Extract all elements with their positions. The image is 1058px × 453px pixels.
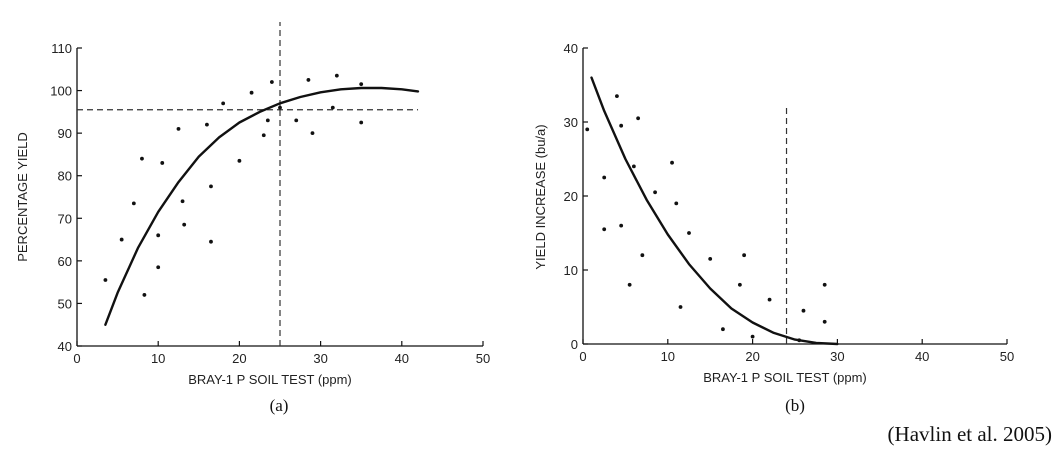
panel-a-data-point [335, 74, 339, 78]
panel-a-data-point [160, 161, 164, 165]
panel-a-x-tick-label: 50 [476, 351, 490, 366]
panel-a-data-point [221, 101, 225, 105]
panel-a-data-point [120, 238, 124, 242]
panel-b-fitted-curve [592, 78, 838, 344]
panel-b-data-point [585, 127, 589, 131]
panel-a-data-point [331, 106, 335, 110]
panel-b-data-point [602, 227, 606, 231]
panel-b-x-tick-label: 30 [830, 349, 844, 364]
panel-b-data-point [823, 320, 827, 324]
panel-b-data-point [687, 231, 691, 235]
panel-b-data-point [640, 253, 644, 257]
panel-a-chart: 0 10 20 30 40 50 40 50 60 70 80 90 100 110 BRAY-1 P SO… [15, 22, 490, 415]
panel-b-y-tick-label: 10 [564, 263, 578, 278]
panel-a-data-point [307, 78, 311, 82]
panel-a-data-point [156, 233, 160, 237]
panel-a-data-point [181, 199, 185, 203]
panel-b-y-tick-label: 30 [564, 115, 578, 130]
panel-b-x-tick-label: 50 [1000, 349, 1014, 364]
panel-b-data-point [823, 283, 827, 287]
panel-b-data-point [751, 335, 755, 339]
panel-a-data-point [262, 133, 266, 137]
panel-a-y-tick-label: 60 [58, 254, 72, 269]
panel-b-data-point [602, 176, 606, 180]
panel-a-x-tick-label: 30 [313, 351, 327, 366]
panel-b-x-tick-label: 20 [745, 349, 759, 364]
panel-a-x-tick-label: 40 [395, 351, 409, 366]
panel-b-data-point [802, 309, 806, 313]
panel-a-x-tick-label: 0 [73, 351, 80, 366]
panel-b-data-point [679, 305, 683, 309]
panel-a-y-tick-label: 90 [58, 126, 72, 141]
panel-b-data-point [742, 253, 746, 257]
panel-b-x-axis-title: BRAY-1 P SOIL TEST (ppm) [703, 370, 867, 385]
panel-a-data-point [132, 201, 136, 205]
panel-a-x-axis-title: BRAY-1 P SOIL TEST (ppm) [188, 372, 352, 387]
panel-a-y-tick-label: 80 [58, 169, 72, 184]
panel-a-x-tick-label: 10 [151, 351, 165, 366]
panel-b-x-tick-label: 10 [661, 349, 675, 364]
panel-a-y-axis-title: PERCENTAGE YIELD [15, 132, 30, 262]
panel-b-data-point [797, 338, 801, 342]
panel-b-y-axis-title: YIELD INCREASE (bu/a) [533, 124, 548, 269]
panel-b-x-tick-label: 40 [915, 349, 929, 364]
panel-a-data-point [142, 293, 146, 297]
panel-a-data-point [311, 131, 315, 135]
panel-a-data-point [205, 123, 209, 127]
panel-a-data-point [359, 82, 363, 86]
panel-a-y-tick-label: 50 [58, 296, 72, 311]
panel-b-data-point [619, 224, 623, 228]
panel-a-label: (a) [270, 396, 289, 415]
panel-a-data-point [238, 159, 242, 163]
panel-a-data-point [266, 118, 270, 122]
panel-a-data-point [177, 127, 181, 131]
panel-a-data-point [209, 240, 213, 244]
panel-b-data-point [632, 165, 636, 169]
panel-a-y-tick-label: 100 [50, 84, 72, 99]
panel-b-data-point [708, 257, 712, 261]
panel-a-y-tick-label: 110 [51, 41, 72, 56]
panel-b-chart: 0 10 20 30 40 50 0 10 20 30 40 BRAY-1 P SOIL TEST (… [533, 41, 1014, 415]
panel-b-y-tick-label: 40 [564, 41, 578, 56]
panel-a-data-point [278, 106, 282, 110]
panel-a-data-point [156, 265, 160, 269]
panel-b-data-point [670, 161, 674, 165]
panel-b-data-point [721, 327, 725, 331]
panel-a-data-point [250, 91, 254, 95]
panel-b-data-point [768, 298, 772, 302]
panel-a-data-point [140, 157, 144, 161]
panel-b-y-tick-label: 20 [564, 189, 578, 204]
panel-a-y-tick-label: 70 [58, 211, 72, 226]
panel-a-data-point [104, 278, 108, 282]
panel-a-fitted-curve [105, 88, 418, 325]
panel-b-data-point [619, 124, 623, 128]
panel-b-data-point [738, 283, 742, 287]
panel-a-data-point [359, 121, 363, 125]
panel-b-data-point [628, 283, 632, 287]
panel-b-data-point [636, 116, 640, 120]
panel-a-data-point [270, 80, 274, 84]
panel-a-data-point [209, 184, 213, 188]
panel-b-data-point [615, 94, 619, 98]
panel-a-data-point [182, 223, 186, 227]
panel-b-y-tick-label: 0 [571, 337, 578, 352]
panel-a-x-tick-label: 20 [232, 351, 246, 366]
panel-b-data-point [674, 202, 678, 206]
panel-a-y-tick-label: 40 [58, 339, 72, 354]
citation-text: (Havlin et al. 2005) [888, 422, 1052, 446]
panel-b-x-tick-label: 0 [579, 349, 586, 364]
panel-a-data-point [294, 118, 298, 122]
panel-b-data-point [653, 190, 657, 194]
panel-b-label: (b) [785, 396, 805, 415]
